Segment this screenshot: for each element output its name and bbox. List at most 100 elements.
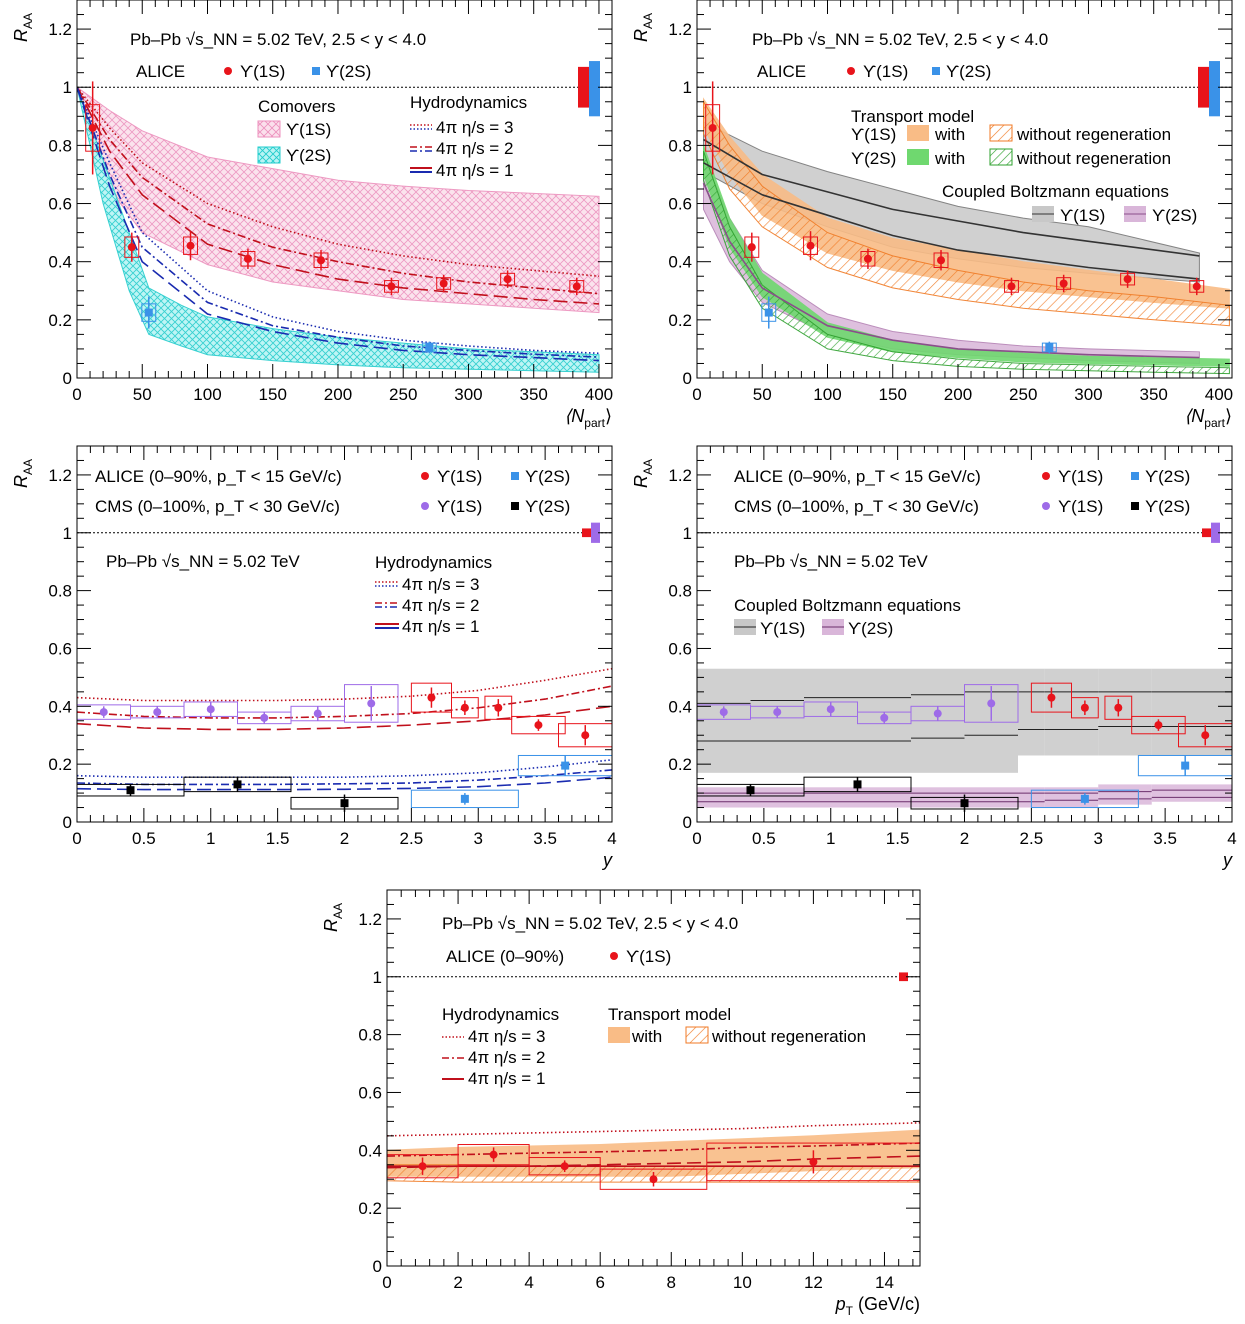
data-point: [1047, 693, 1056, 702]
y-tick-label: 0: [683, 813, 692, 832]
model-band-bin: [750, 787, 804, 808]
data-point: [581, 731, 590, 740]
model-band-bin: [804, 668, 858, 773]
panel-3-legend-cms-1s-marker: [421, 502, 429, 510]
panel-2-label-line-1: Pb–Pb √s_NN = 5.02 TeV, 2.5 < y < 4.0: [752, 30, 1048, 49]
panel-3-label-cms: CMS (0–100%, p_T < 30 GeV/c): [95, 497, 340, 516]
x-axis-label: ⟨Npart⟩: [1184, 406, 1232, 430]
data-syst-box: [1131, 715, 1186, 735]
y-tick-label: 1: [63, 78, 72, 97]
plot-content: [702, 97, 1230, 375]
data-point: [1192, 282, 1201, 291]
x-tick-label: 0.5: [752, 829, 776, 848]
panel-2-label-2s: ϒ(2S): [851, 149, 896, 168]
data-point: [494, 703, 503, 712]
panel-2-title-cbe: Coupled Boltzmann equations: [942, 182, 1169, 201]
data-point: [572, 282, 581, 291]
x-tick-label: 2: [453, 1273, 462, 1292]
data-point: [503, 275, 512, 284]
y-tick-label: 1.2: [48, 466, 72, 485]
data-point: [206, 705, 215, 714]
data-point: [1201, 731, 1210, 740]
model-line: [77, 86, 600, 277]
panel-4-label-system: Pb–Pb √s_NN = 5.02 TeV: [734, 552, 928, 571]
data-point: [747, 243, 756, 252]
panel-1-label-comovers-2s: ϒ(2S): [286, 146, 331, 165]
panel-4-legend-alice-1s: ϒ(1S): [1058, 467, 1103, 486]
panel-2-label-with-1s: with: [934, 125, 965, 144]
data-point: [933, 709, 942, 718]
x-tick-label: 12: [804, 1273, 823, 1292]
data-point: [99, 708, 108, 717]
x-tick-label: 150: [879, 385, 907, 404]
panel-1-legend-2s: ϒ(2S): [326, 62, 371, 81]
data-point: [764, 308, 773, 317]
x-tick-label: 250: [389, 385, 417, 404]
data-point: [746, 786, 755, 795]
x-tick-label: 1.5: [266, 829, 290, 848]
x-tick-label: 4: [607, 829, 616, 848]
data-point: [649, 1175, 658, 1184]
data-point: [809, 1157, 818, 1166]
panel-5-swatch-with: [608, 1027, 630, 1043]
x-tick-label: 50: [753, 385, 772, 404]
panel-3-label-hydro-1: 4π η/s = 1: [402, 617, 479, 636]
model-line: [77, 86, 600, 362]
panel-1: 0 0.2 0.4 0.6 0.8 1 1.2 0 50 100 150 200 250 300 350 40…: [11, 0, 613, 430]
plot-area-2: 0 0.2 0.4 0.6 0.8 1 1.2 0 50 100 150 200 250 300 350 40…: [631, 0, 1233, 430]
data-point: [425, 343, 434, 352]
y-tick-label: 0: [63, 813, 72, 832]
panel-5-label-with: with: [631, 1027, 662, 1046]
data-syst-box: [1104, 695, 1133, 720]
data-point: [853, 780, 862, 789]
global-uncertainty-box: [582, 528, 591, 538]
y-tick-label: 1: [683, 78, 692, 97]
y-tick-label: 0.6: [48, 195, 72, 214]
x-tick-label: 0: [692, 829, 701, 848]
x-tick-label: 350: [1140, 385, 1168, 404]
y-tick-label: 0.6: [48, 639, 72, 658]
x-tick-label: 6: [595, 1273, 604, 1292]
data-point: [427, 693, 436, 702]
x-tick-label: 3: [1094, 829, 1103, 848]
data-syst-box: [511, 715, 566, 735]
panel-5-legend-1s: ϒ(1S): [626, 947, 671, 966]
panel-2-swatch-without-2s: [989, 148, 1013, 166]
y-tick-label: 0.6: [358, 1083, 382, 1102]
panel-2: 0 0.2 0.4 0.6 0.8 1 1.2 0 50 100 150 200 250 300 350 40…: [631, 0, 1233, 430]
panel-2-legend-2s-marker: [932, 67, 940, 75]
x-tick-label: 3.5: [533, 829, 557, 848]
plot-content: [77, 86, 600, 373]
y-tick-label: 0.8: [668, 582, 692, 601]
model-band-bin: [1098, 668, 1152, 756]
y-tick-label: 1: [63, 524, 72, 543]
model-band-bin: [697, 787, 751, 808]
panel-4-legend-alice-2s-marker: [1131, 472, 1139, 480]
panel-2-label-1s: ϒ(1S): [851, 125, 896, 144]
model-band: [703, 99, 1230, 327]
plot-area-5: 0 0.2 0.4 0.6 0.8 1 1.2 0 2 4 6 8 10 12 14 RAA pT (GeV/c…: [321, 889, 921, 1318]
y-axis-label: RAA: [631, 13, 655, 42]
x-tick-label: 1.5: [886, 829, 910, 848]
y-tick-label: 0.2: [668, 755, 692, 774]
y-axis-label: RAA: [321, 903, 345, 932]
model-line: [77, 86, 600, 358]
model-line: [387, 1122, 920, 1137]
data-point: [489, 1150, 498, 1159]
panel-3-label-hydro-3: 4π η/s = 3: [402, 575, 479, 594]
data-point: [1123, 275, 1132, 284]
y-axis-label: RAA: [11, 459, 35, 488]
x-tick-label: 200: [324, 385, 352, 404]
data-point: [460, 703, 469, 712]
panel-2-swatch-with-1s: [907, 125, 929, 141]
model-line: [77, 705, 612, 731]
panel-3-label-hydro-2: 4π η/s = 2: [402, 596, 479, 615]
y-tick-label: 0.2: [358, 1199, 382, 1218]
panel-5-label-hydro-1: 4π η/s = 1: [468, 1069, 545, 1088]
global-uncertainty-box: [591, 522, 600, 543]
model-band-bin: [857, 787, 911, 808]
panel-5-title-transport: Transport model: [608, 1005, 731, 1024]
data-point: [340, 799, 349, 808]
y-tick-label: 0.4: [48, 253, 72, 272]
panel-2-label-with-2s: with: [934, 149, 965, 168]
